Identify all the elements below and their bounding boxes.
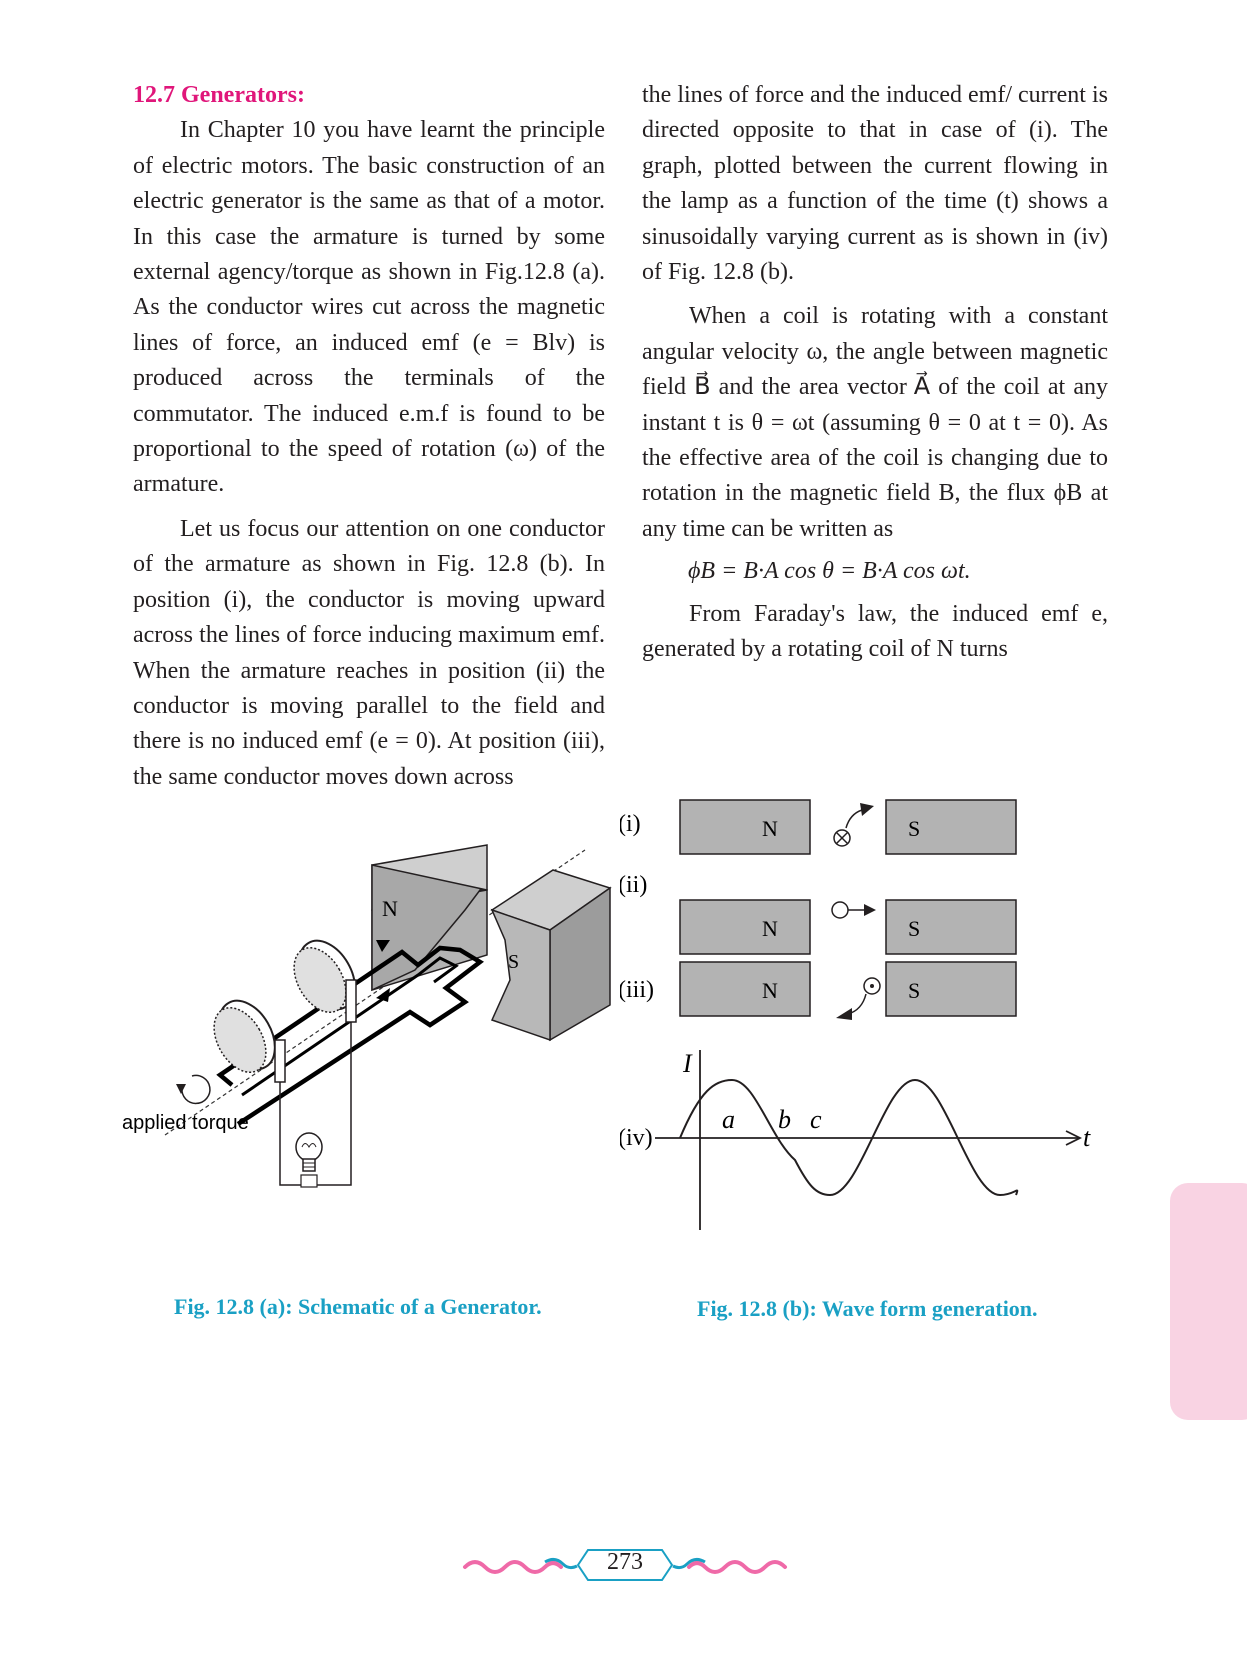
magnet-s-row1 [885, 799, 1017, 855]
right-paragraph-2: When a coil is rotating with a constant … [642, 303, 1108, 542]
graph-y-label: I [682, 1049, 693, 1078]
conductor-into-page-icon [833, 803, 874, 847]
magnet-n-row2 [679, 899, 811, 955]
generator-schematic: N S applied torque [122, 844, 612, 1188]
north-label-row2: N [762, 916, 778, 941]
figure-b-caption: Fig. 12.8 (b): Wave form generation. [697, 1296, 1038, 1321]
slip-ring-lower [213, 999, 276, 1073]
section-heading: 12.7 Generators: [133, 82, 305, 108]
north-magnet [371, 844, 488, 992]
magnet-s-row2 [885, 899, 1017, 955]
graph-x-label: t [1083, 1123, 1091, 1152]
magnet-n-row3 [679, 961, 811, 1017]
bulb-icon [295, 1132, 323, 1188]
circuit-wire-2 [279, 1082, 302, 1186]
sine-wave [679, 1078, 1019, 1197]
chapter-side-tab [1170, 1183, 1247, 1420]
torque-arrowhead-icon [176, 1084, 186, 1094]
left-paragraph-2: Let us focus our attention on one conduc… [133, 515, 605, 790]
north-label-row3: N [762, 978, 778, 1003]
flux-equation: ϕB = B·A cos θ = B·A cos ωt. [688, 558, 971, 585]
south-label: S [508, 951, 519, 973]
figure-a-caption: Fig. 12.8 (a): Schematic of a Generator. [174, 1294, 542, 1319]
armature-coil [216, 945, 484, 1126]
position-i-label: (i) [620, 811, 641, 837]
right-paragraph-1: the lines of force and the induced emf/ … [642, 82, 1108, 286]
south-label-row1: S [908, 816, 920, 841]
coil-inner-wire [241, 956, 459, 1097]
applied-torque-label: applied torque [122, 1112, 249, 1134]
conductor-parallel-icon [831, 901, 876, 919]
left-paragraph-1: In Chapter 10 you have learnt the princi… [133, 117, 605, 498]
north-label-row1: N [762, 816, 778, 841]
right-text-column: the lines of force and the induced emf/ … [642, 78, 1108, 668]
right-paragraph-3: From Faraday's law, the induced emf e, g… [642, 600, 1108, 663]
brush-upper [345, 979, 357, 1023]
south-label-row3: S [908, 978, 920, 1003]
page-number-ornament: 273 [460, 1540, 790, 1590]
graph-point-a: a [722, 1105, 735, 1134]
graph-point-c: c [810, 1105, 822, 1134]
graph-point-b: b [778, 1105, 791, 1134]
page-number: 273 [607, 1549, 643, 1575]
north-label: N [382, 896, 398, 921]
magnet-s-row3 [885, 961, 1017, 1017]
circuit-wire [316, 1022, 352, 1186]
conductor-out-of-page-icon [836, 977, 881, 1020]
torque-arrow-icon [181, 1074, 211, 1105]
brush-lower [274, 1039, 286, 1083]
south-magnet [490, 869, 612, 1042]
left-text-column: 12.7 Generators: In Chapter 10 you have … [133, 78, 605, 795]
position-ii-label: (ii) [620, 872, 647, 898]
south-label-row2: S [908, 916, 920, 941]
position-iii-label: (iii) [620, 977, 654, 1003]
current-arrow-down [376, 988, 390, 1002]
magnet-n-row1 [679, 799, 811, 855]
wave-ornament-icon [463, 1549, 787, 1581]
waveform-figure: (i) N S (ii) N S (iii) N S (iv) I t a b … [620, 799, 1091, 1230]
graph-x-arrow-icon [1065, 1130, 1083, 1146]
position-iv-label: (iv) [620, 1125, 653, 1151]
current-arrow-up [376, 940, 390, 952]
